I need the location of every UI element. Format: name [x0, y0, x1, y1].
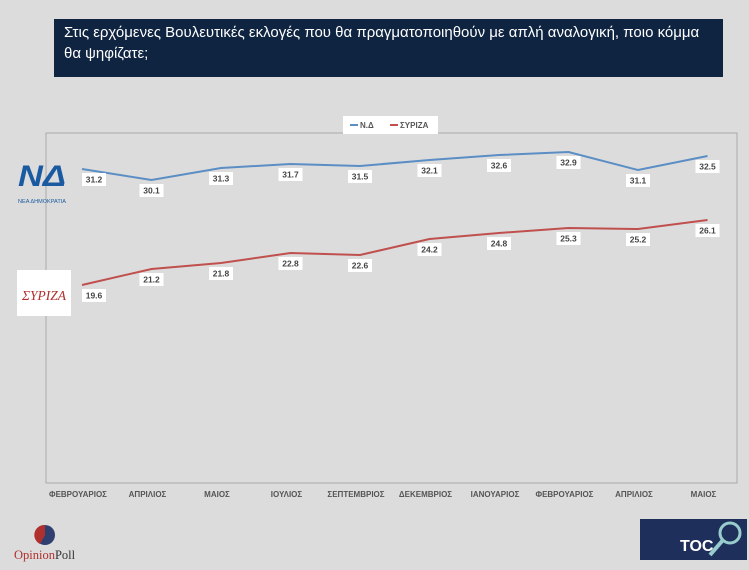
- data-label: 21.2: [143, 275, 160, 285]
- x-tick-label: ΑΠΡΙΛΙΟΣ: [615, 490, 653, 499]
- data-label-bg: [487, 159, 511, 172]
- data-label: 31.2: [86, 175, 103, 185]
- data-label: 31.7: [282, 170, 299, 180]
- data-label-bg: [139, 184, 164, 197]
- data-label: 24.2: [421, 245, 438, 255]
- data-label: 25.3: [560, 234, 577, 244]
- data-label: 19.6: [86, 291, 103, 301]
- data-label-bg: [556, 232, 581, 245]
- legend-label: Ν.Δ: [360, 121, 374, 130]
- data-label-bg: [417, 164, 442, 177]
- svg-text:ΝΔ: ΝΔ: [18, 160, 66, 193]
- svg-text:ΣΥΡΙΖΑ: ΣΥΡΙΖΑ: [21, 289, 66, 304]
- data-label-bg: [556, 156, 581, 169]
- opinionpoll-logo-icon: [34, 524, 55, 545]
- x-tick-label: ΙΟΥΛΙΟΣ: [271, 490, 303, 499]
- opinion-text: Opinion: [14, 548, 55, 562]
- data-label-bg: [209, 267, 233, 280]
- data-label: 26.1: [699, 226, 716, 236]
- magnifier-icon: [718, 521, 742, 545]
- x-tick-label: ΜΑΙΟΣ: [204, 490, 230, 499]
- data-label: 32.1: [421, 166, 438, 176]
- svg-text:TOC: TOC: [680, 538, 714, 555]
- x-tick-label: ΦΕΒΡΟΥΑΡΙΟΣ: [49, 490, 107, 499]
- x-tick-label: ΙΑΝΟΥΑΡΙΟΣ: [471, 490, 520, 499]
- data-label: 24.8: [491, 239, 508, 249]
- the-toc-logo: TOC: [640, 519, 747, 560]
- data-label: 32.9: [560, 158, 577, 168]
- poll-text: Poll: [54, 548, 76, 562]
- syriza-logo: ΣΥΡΙΖΑ: [17, 270, 71, 316]
- legend-label: ΣΥΡΙΖΑ: [400, 121, 429, 130]
- data-label: 21.8: [213, 269, 230, 279]
- data-label: 31.3: [213, 174, 230, 184]
- data-label-bg: [348, 259, 372, 272]
- data-label-bg: [278, 257, 303, 270]
- nd-logo: ΝΔ ΝΕΑ ΔΗΜΟΚΡΑΤΙΑ: [18, 160, 67, 205]
- data-label: 30.1: [143, 186, 160, 196]
- data-label-bg: [695, 224, 720, 237]
- data-label-bg: [139, 273, 164, 286]
- data-label: 32.5: [699, 162, 716, 172]
- chart-title: Στις ερχόμενες Βουλευτικές εκλογές που θ…: [54, 19, 723, 77]
- data-label: 25.2: [630, 235, 647, 245]
- data-label-bg: [626, 233, 650, 246]
- x-tick-label: ΜΑΙΟΣ: [691, 490, 717, 499]
- data-label: 31.5: [352, 172, 369, 182]
- data-label-bg: [626, 174, 650, 187]
- series-line-1: [81, 219, 708, 286]
- data-label-bg: [348, 170, 372, 183]
- svg-text:ΝΕΑ ΔΗΜΟΚΡΑΤΙΑ: ΝΕΑ ΔΗΜΟΚΡΑΤΙΑ: [18, 199, 67, 205]
- data-label-bg: [82, 289, 106, 302]
- data-label-bg: [278, 168, 303, 181]
- data-label-bg: [695, 160, 720, 173]
- x-tick-label: ΑΠΡΙΛΙΟΣ: [129, 490, 167, 499]
- opinionpoll-logo: OpinionPoll: [14, 548, 75, 563]
- data-label: 22.8: [282, 259, 299, 269]
- data-label-bg: [209, 172, 233, 185]
- data-label-bg: [487, 237, 511, 250]
- series-line-0: [81, 150, 708, 182]
- data-label-bg: [417, 243, 442, 256]
- x-tick-label: ΦΕΒΡΟΥΑΡΙΟΣ: [536, 490, 594, 499]
- x-tick-label: ΔΕΚΕΜΒΡΙΟΣ: [399, 490, 452, 499]
- x-tick-label: ΣΕΠΤΕΜΒΡΙΟΣ: [327, 490, 384, 499]
- data-label-bg: [82, 173, 106, 186]
- data-label: 32.6: [491, 161, 508, 171]
- data-label: 31.1: [630, 176, 647, 186]
- data-label: 22.6: [352, 261, 369, 271]
